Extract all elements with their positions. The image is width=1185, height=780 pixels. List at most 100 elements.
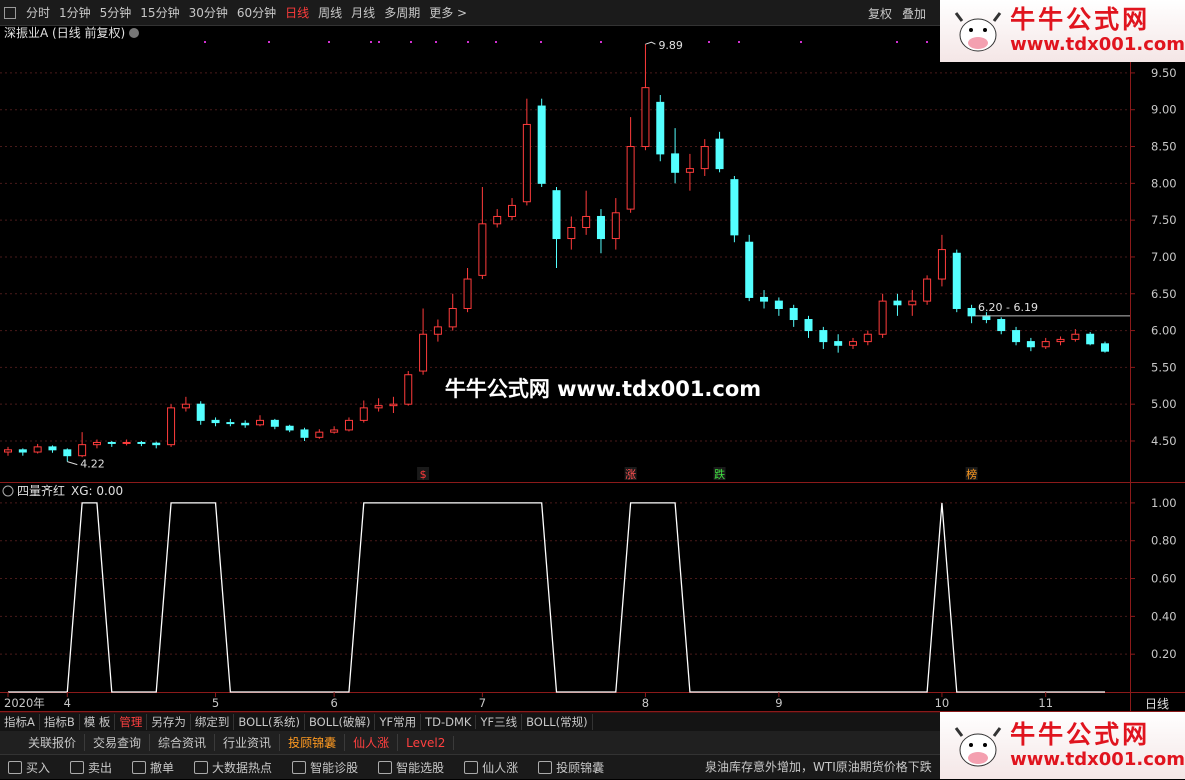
info-tab[interactable]: 综合资讯 (150, 734, 216, 751)
period-tab[interactable]: 30分钟 (188, 6, 228, 20)
signal-box (713, 467, 726, 480)
indicator-tab[interactable]: BOLL(破解) (305, 714, 376, 730)
menu-icon[interactable] (4, 6, 16, 19)
candle-body (389, 403, 398, 407)
candle-body (448, 307, 457, 328)
indicator-readout: XG: 0.00 (71, 484, 123, 498)
indicator-tab[interactable]: 模 板 (80, 714, 116, 730)
info-tab[interactable]: Level2 (398, 735, 455, 750)
candle-body (404, 374, 413, 405)
brand-url: www.tdx001.com (1010, 748, 1185, 770)
period-tab[interactable]: 月线 (351, 6, 376, 20)
info-tab[interactable]: 仙人涨 (345, 734, 399, 751)
y-tick-label: 0.20 (1151, 647, 1177, 661)
candle-body (819, 330, 828, 343)
indicator-tab[interactable]: 绑定到 (191, 714, 235, 730)
indicator-tab[interactable]: YF三线 (476, 714, 523, 730)
info-tab[interactable]: 交易查询 (85, 734, 151, 751)
y-tick-label: 6.50 (1151, 287, 1177, 301)
watermark-bottom: 牛牛公式网 www.tdx001.com (940, 712, 1185, 779)
x-tick-label: 2020年 (4, 696, 45, 710)
indicator-tab[interactable]: 管理 (115, 714, 148, 730)
indicator-tab[interactable]: BOLL(系统) (234, 714, 305, 730)
period-tab[interactable]: 15分钟 (140, 6, 180, 20)
period-tab[interactable]: 日线 (285, 6, 310, 20)
candle-body (552, 190, 561, 240)
period-tab[interactable]: 分时 (26, 6, 51, 20)
period-tab[interactable]: 多周期 (384, 6, 421, 20)
y-tick-label: 0.60 (1151, 572, 1177, 586)
period-tab[interactable]: 60分钟 (236, 6, 277, 20)
y-tick-label: 4.50 (1151, 434, 1177, 448)
candle-body (789, 307, 798, 321)
y-tick-label: 0.40 (1151, 609, 1177, 623)
y-tick-label: 7.00 (1151, 250, 1177, 264)
indicator-tab[interactable]: 指标A (0, 714, 40, 730)
indicator-line (8, 502, 1105, 693)
tool-button[interactable]: 复权 (868, 6, 893, 21)
info-tab[interactable]: 关联报价 (20, 734, 86, 751)
y-tick-label: 8.50 (1151, 140, 1177, 154)
action-button[interactable]: 仙人涨 (464, 759, 518, 776)
action-button[interactable]: 智能诊股 (292, 759, 358, 776)
candle-body (923, 278, 932, 302)
candle-body (433, 326, 442, 335)
period-tab[interactable]: 5分钟 (99, 6, 132, 20)
tool-button[interactable]: 叠加 (902, 6, 927, 21)
y-tick-label: 5.00 (1151, 397, 1177, 411)
candle-body (493, 215, 502, 225)
candle-body (1041, 341, 1050, 348)
candle-body (374, 405, 383, 409)
candle-body (4, 449, 12, 453)
indicator-tab[interactable]: 另存为 (147, 714, 191, 730)
y-tick-label: 9.50 (1151, 66, 1177, 80)
candle-body (508, 204, 517, 217)
period-tab[interactable]: 更多 > (429, 6, 468, 20)
action-button[interactable]: 投顾锦囊 (538, 759, 604, 776)
info-tab[interactable]: 行业资讯 (215, 734, 281, 751)
candle-body (760, 296, 769, 302)
candle-body (982, 315, 991, 321)
x-tick-label: 10 (935, 696, 950, 710)
candle-body (626, 146, 635, 210)
indicator-tab[interactable]: YF常用 (375, 714, 422, 730)
y-tick-label: 9.00 (1151, 103, 1177, 117)
candle-body (167, 407, 176, 446)
x-tick-label: 11 (1038, 696, 1053, 710)
candle-body (834, 341, 843, 346)
candle-body (107, 441, 116, 444)
indicator-tabs: 指标A 指标B 模 板管理 另存为 绑定到 BOLL(系统) BOLL(破解) YF常用 TD-… (0, 712, 1185, 731)
candle-body (152, 442, 161, 446)
action-button[interactable]: 大数据热点 (194, 759, 272, 776)
info-tab[interactable]: 投顾锦囊 (280, 734, 346, 751)
signal-label: $ (420, 468, 427, 481)
candle-body (537, 105, 546, 184)
candle-body (63, 449, 72, 457)
candle-body (359, 407, 368, 421)
candle-body (878, 300, 887, 335)
signal-box (965, 467, 978, 480)
action-button[interactable]: 买入 (8, 759, 50, 776)
candle-body (18, 449, 27, 453)
candle-body (211, 419, 220, 424)
indicator-tab[interactable]: TD-DMK (421, 715, 477, 729)
action-button[interactable]: 智能选股 (378, 759, 444, 776)
x-tick-label: 6 (330, 696, 337, 710)
action-button[interactable]: 撤单 (132, 759, 174, 776)
indicator-tab[interactable]: 指标B (40, 714, 80, 730)
candle-body (893, 300, 902, 306)
candle-body (745, 241, 754, 298)
indicator-tab[interactable]: BOLL(常规) (522, 714, 593, 730)
signal-label: 榜 (966, 467, 977, 481)
news-ticker[interactable]: 泉油库存意外增加，WTI原油期货价格下跌 (705, 760, 932, 774)
candle-body (656, 101, 665, 155)
x-tick-label: 5 (212, 696, 219, 710)
period-tab[interactable]: 1分钟 (59, 6, 91, 20)
period-label: 日线 (1145, 697, 1169, 711)
period-tab[interactable]: 周线 (318, 6, 343, 20)
candle-body (908, 300, 917, 306)
action-button[interactable]: 卖出 (70, 759, 112, 776)
candle-body (315, 431, 324, 438)
candle-body (641, 87, 650, 148)
candle-body (300, 429, 309, 438)
